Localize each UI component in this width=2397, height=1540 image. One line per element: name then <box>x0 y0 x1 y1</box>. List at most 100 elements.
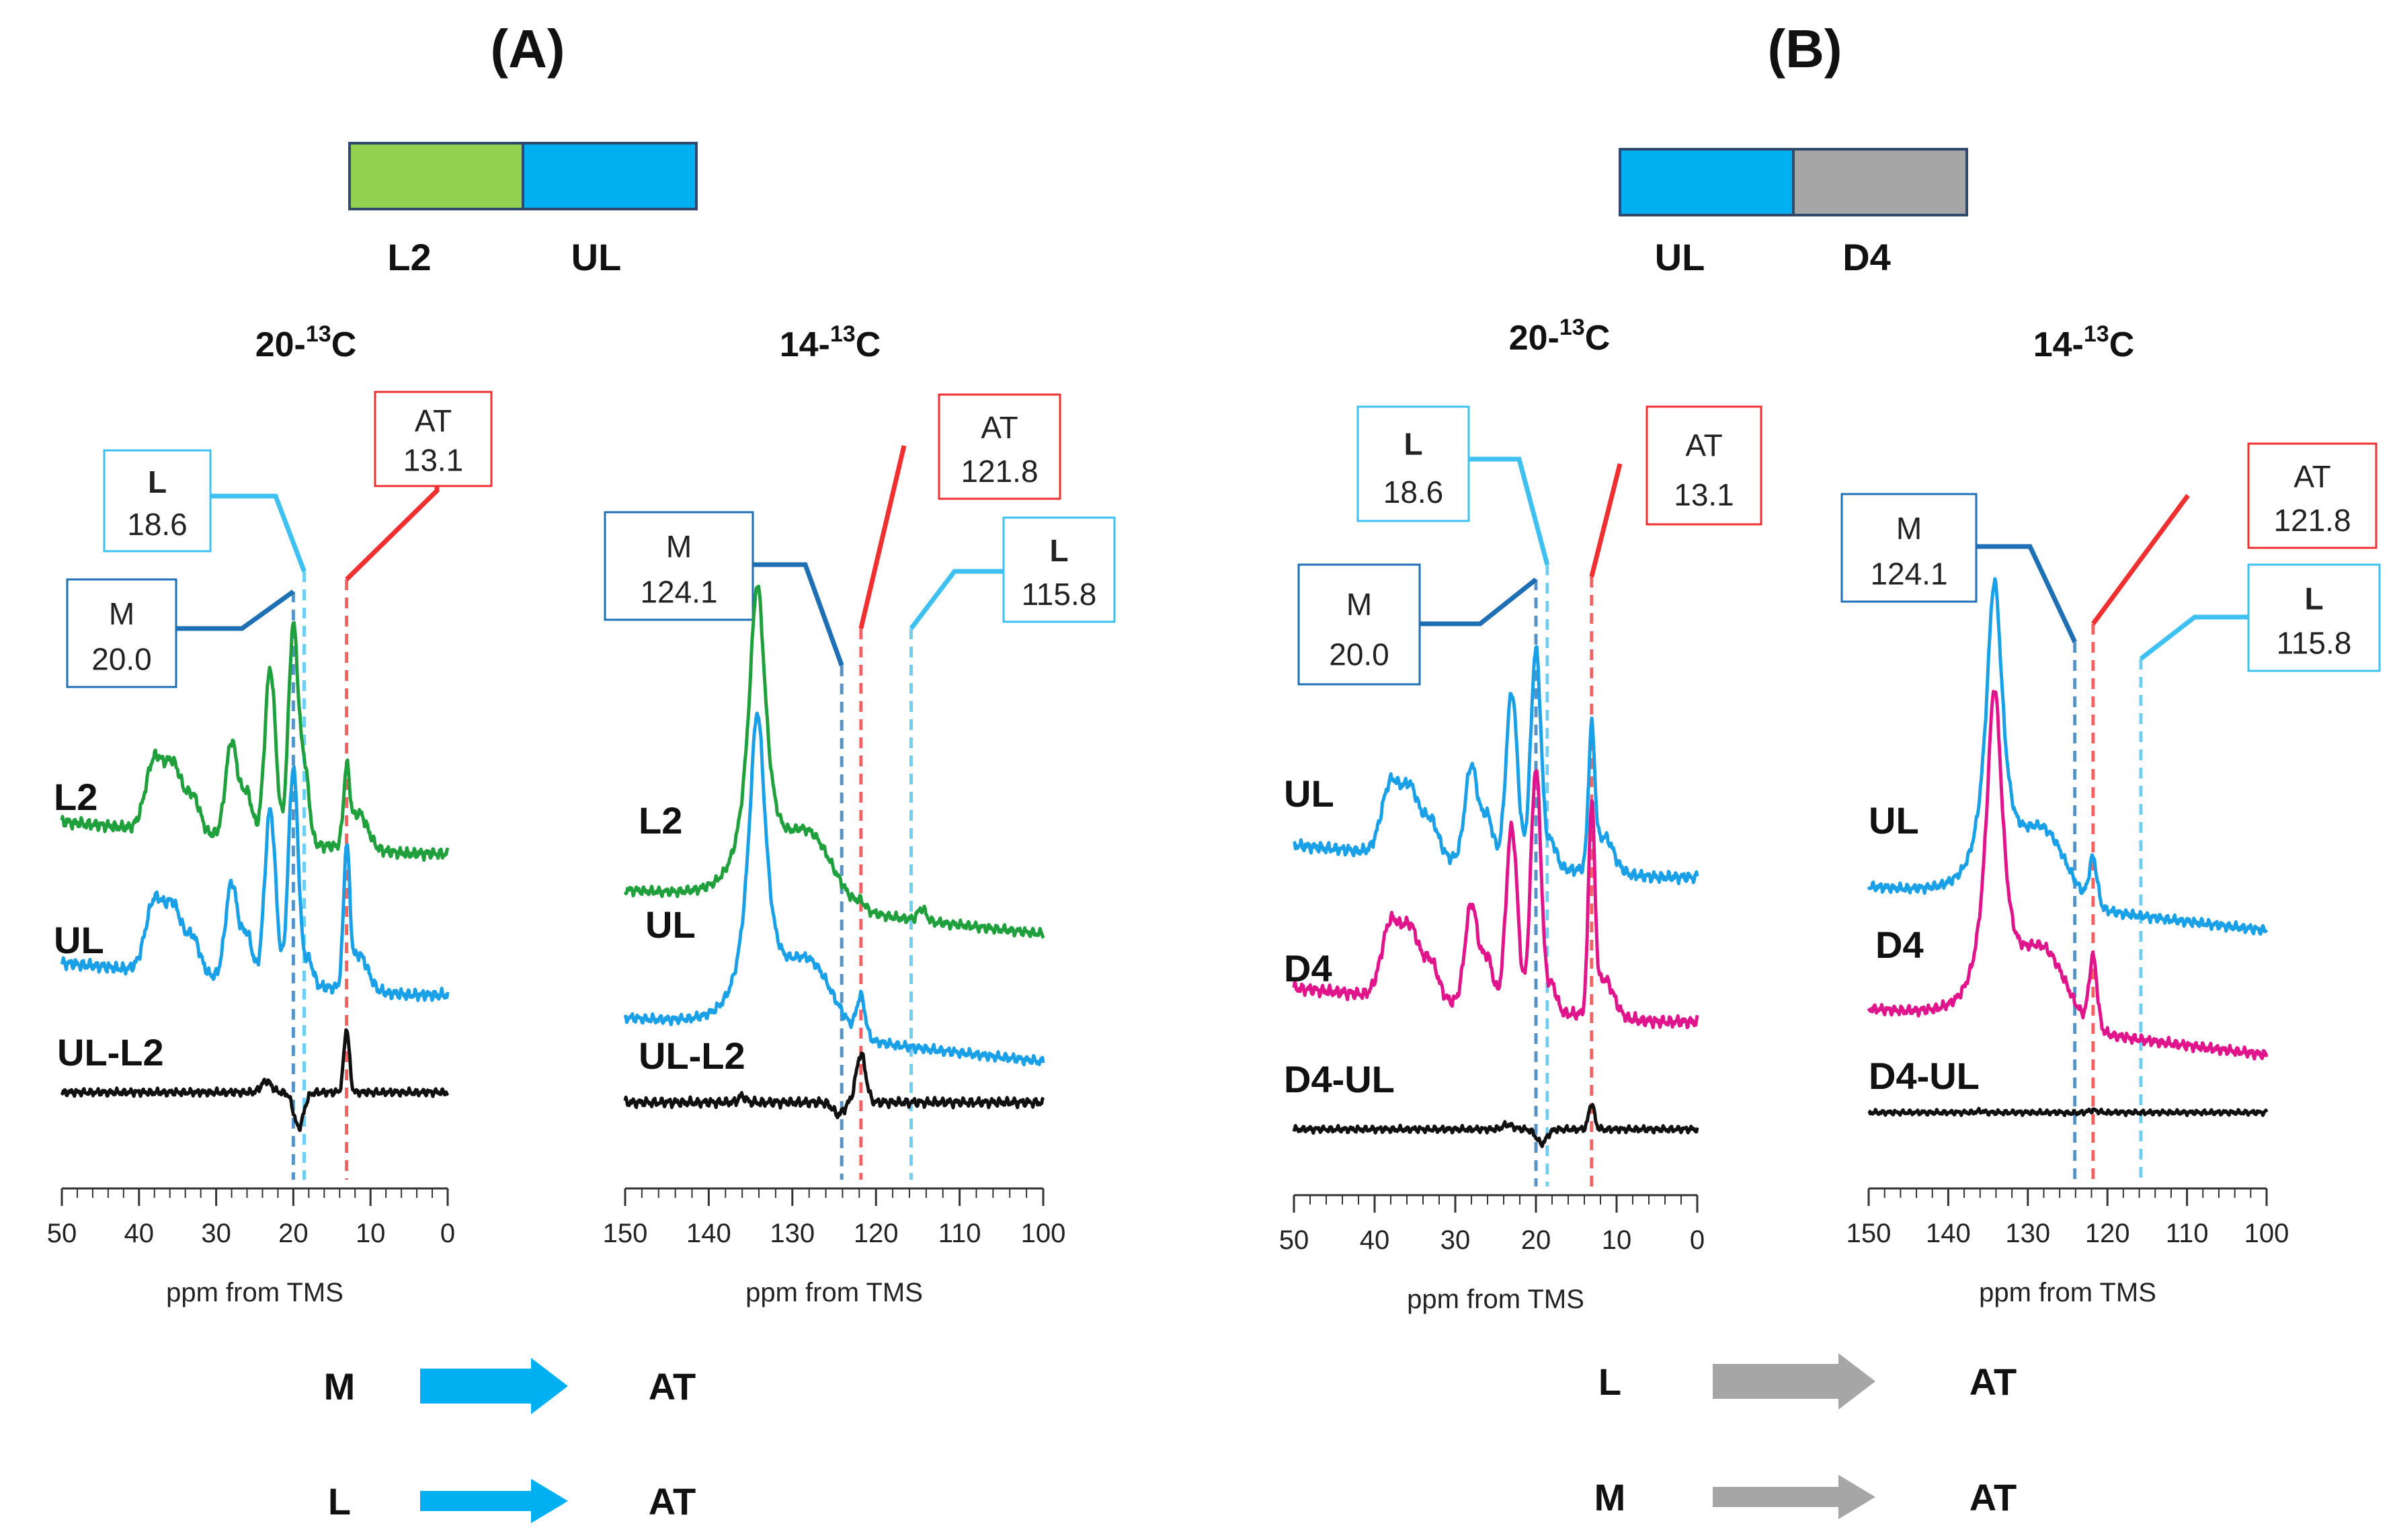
flow-to: AT <box>649 1365 696 1408</box>
flow-from: M <box>1594 1476 1626 1518</box>
flow-from: L <box>1598 1361 1621 1403</box>
trace-label: D4-UL <box>1284 1058 1395 1100</box>
marker-leader-M <box>1420 577 1538 626</box>
segment-label: L2 <box>387 236 431 278</box>
x-axis-label: ppm from TMS <box>1407 1285 1584 1314</box>
marker-name: M <box>109 596 134 631</box>
segment-label: UL <box>1655 236 1705 278</box>
marker-value: 121.8 <box>2273 503 2351 538</box>
marker-name: AT <box>2293 459 2330 494</box>
x-tick-label: 100 <box>1021 1219 1066 1248</box>
marker-leader-AT <box>1589 463 1623 577</box>
marker-leader-L <box>210 493 307 573</box>
x-tick-label: 130 <box>770 1219 815 1248</box>
x-tick-label: 0 <box>440 1219 455 1248</box>
title-base: 14- <box>2033 325 2084 364</box>
marker-box-L <box>103 449 212 553</box>
title-tail: C <box>856 325 881 364</box>
marker-leader-M <box>753 562 844 667</box>
trace-label: L2 <box>639 799 682 842</box>
marker-leader-AT <box>345 486 440 581</box>
marker-box-M <box>66 578 177 688</box>
marker-leader-AT <box>2091 493 2190 626</box>
flow-arrow <box>1713 1475 1875 1519</box>
x-tick-label: 20 <box>278 1219 309 1248</box>
x-tick-label: 30 <box>201 1219 231 1248</box>
marker-box-AT <box>938 393 1061 500</box>
segment-label: D4 <box>1842 236 1891 278</box>
trace-label: UL-L2 <box>57 1031 164 1073</box>
trace-UL <box>1292 645 1699 885</box>
marker-name: M <box>666 529 692 564</box>
x-tick-label: 50 <box>47 1219 77 1248</box>
flow-arrow <box>420 1479 568 1523</box>
segment-D4 <box>1792 148 1968 216</box>
marker-name: M <box>1346 587 1372 622</box>
plot-title: 20-13C <box>1509 315 1611 358</box>
x-tick-label: 20 <box>1521 1225 1551 1255</box>
marker-value: 18.6 <box>1383 475 1444 510</box>
x-tick-label: 110 <box>2166 1219 2209 1248</box>
marker-value: 121.8 <box>961 454 1038 489</box>
plot-title: 14-13C <box>780 321 881 364</box>
segment-label: UL <box>571 236 622 278</box>
title-sup: 13 <box>306 321 331 347</box>
marker-value: 13.1 <box>1674 477 1734 512</box>
title-sup: 13 <box>2084 321 2109 347</box>
x-tick-label: 120 <box>2085 1219 2130 1248</box>
trace-L2 <box>623 584 1045 939</box>
x-tick-label: 30 <box>1440 1225 1471 1255</box>
marker-box-M <box>1297 563 1421 686</box>
marker-box-AT <box>2247 442 2378 549</box>
title-base: 14- <box>780 325 830 364</box>
marker-value: 115.8 <box>2277 626 2352 661</box>
marker-leader-L <box>1469 456 1550 565</box>
flow-from: L <box>328 1480 351 1523</box>
trace-D4 <box>1292 769 1699 1030</box>
x-tick-label: 50 <box>1279 1225 1309 1255</box>
title-base: 20- <box>255 325 306 364</box>
chart-2: 20-13C L 18.6 M 20.0 AT 13.1 UL D4 D4-UL 50 40 30 20 1… <box>1279 315 1762 1314</box>
marker-box-L <box>1002 516 1116 623</box>
x-tick-label: 40 <box>124 1219 155 1248</box>
x-tick-label: 100 <box>2244 1219 2289 1248</box>
trace-label: D4-UL <box>1869 1055 1980 1097</box>
trace-UL <box>1867 577 2269 936</box>
title-tail: C <box>1585 319 1611 358</box>
trace-UL-L2 <box>623 1051 1045 1120</box>
trace-label: L2 <box>54 776 97 818</box>
flow-arrow <box>1713 1353 1875 1410</box>
trace-L2 <box>60 620 450 862</box>
marker-box-M <box>1840 493 1978 603</box>
marker-value: 124.1 <box>1870 556 1947 591</box>
trace-label: UL <box>645 903 696 946</box>
segment-UL <box>1619 148 1795 216</box>
x-tick-label: 40 <box>1360 1225 1390 1255</box>
trace-UL <box>623 711 1045 1067</box>
x-axis-label: ppm from TMS <box>1979 1278 2156 1307</box>
marker-value: 20.0 <box>1329 637 1389 672</box>
marker-leader-AT <box>858 445 907 629</box>
x-axis-label: ppm from TMS <box>745 1278 923 1307</box>
x-tick-label: 110 <box>938 1219 981 1248</box>
segment-L2 <box>348 142 524 210</box>
x-tick-label: 140 <box>686 1219 731 1248</box>
x-tick-label: 0 <box>1690 1225 1705 1255</box>
trace-UL <box>60 765 450 1002</box>
trace-label: UL <box>1284 772 1334 815</box>
chart-3: 14-13C M 124.1 AT 121.8 L 115.8 UL D4 D4-UL 150 140… <box>1840 321 2381 1307</box>
x-tick-label: 150 <box>603 1219 648 1248</box>
trace-UL-L2 <box>60 1028 450 1133</box>
marker-box-L <box>2247 563 2381 672</box>
marker-leader-M <box>1976 544 2077 643</box>
marker-name: L <box>2304 581 2323 616</box>
marker-name: AT <box>1685 428 1722 463</box>
marker-name: L <box>148 464 167 499</box>
flow-to: AT <box>1969 1476 2017 1518</box>
marker-name: M <box>1896 511 1922 546</box>
title-tail: C <box>2109 325 2135 364</box>
x-axis-label: ppm from TMS <box>166 1278 343 1307</box>
marker-leader-M <box>176 590 295 631</box>
marker-leader-L <box>909 569 1004 631</box>
